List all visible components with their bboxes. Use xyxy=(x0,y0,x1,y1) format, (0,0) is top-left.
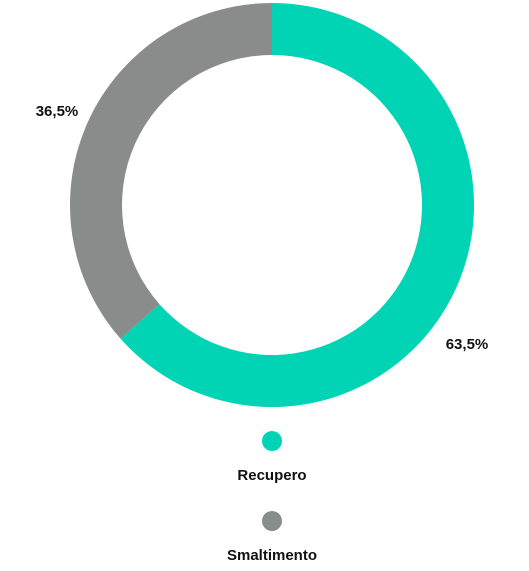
legend-label: Recupero xyxy=(237,467,306,484)
legend-swatch xyxy=(262,431,282,451)
data-label: 63,5% xyxy=(446,336,489,353)
legend-swatch xyxy=(262,511,282,531)
data-label: 36,5% xyxy=(36,103,79,120)
donut-segment xyxy=(70,2,272,339)
legend-label: Smaltimento xyxy=(227,547,317,564)
donut-segment xyxy=(120,3,474,407)
